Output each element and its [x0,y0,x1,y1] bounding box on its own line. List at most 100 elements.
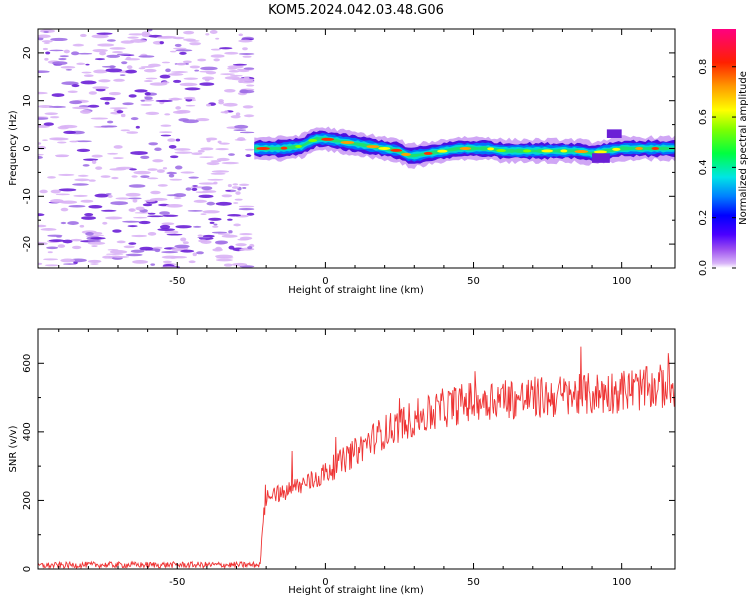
noise-blob [119,74,126,77]
noise-blob [128,197,142,200]
noise-blob [154,248,161,253]
noise-blob [47,176,56,179]
noise-blob [169,50,177,53]
noise-blob [85,63,90,66]
noise-blob [227,218,233,221]
noise-blob [150,190,161,195]
noise-blob [166,233,183,236]
noise-blob [70,238,83,242]
noise-blob [38,145,47,150]
noise-blob [139,246,154,251]
noise-blob [193,225,202,228]
noise-blob [47,234,63,237]
noise-blob [237,238,249,241]
noise-blob [113,78,125,82]
noise-blob [239,79,255,84]
noise-blob [43,258,59,261]
noise-blob [212,248,223,252]
noise-blob [134,89,148,93]
noise-blob [140,175,150,179]
noise-blob [197,236,211,239]
noise-blob [173,148,191,151]
noise-blob [116,240,126,244]
noise-blob [97,43,115,47]
noise-blob [91,160,97,165]
noise-blob [216,157,230,162]
noise-blob [185,187,192,191]
spectrogram-marks [38,29,675,268]
noise-blob [42,47,48,51]
noise-blob [59,55,69,58]
noise-blob [55,193,70,196]
noise-blob [183,77,199,80]
noise-blob [179,82,198,87]
noise-blob [202,76,215,81]
noise-blob [209,221,215,224]
noise-blob [108,91,122,96]
noise-blob [128,208,135,212]
noise-blob [55,155,69,158]
noise-blob [230,74,243,77]
spectrogram-ticks: -50 0 50 100 -20 -10 0 10 20 [22,28,675,287]
signal-hotspot [340,140,355,144]
noise-blob [161,61,171,64]
noise-blob [210,172,226,175]
noise-blob [212,225,219,228]
noise-blob [107,152,119,155]
noise-blob [180,237,187,242]
noise-blob [38,213,45,217]
noise-blob [207,178,224,181]
noise-blob [87,104,100,108]
noise-blob [109,250,128,254]
noise-blob [49,49,64,52]
noise-blob [132,199,138,203]
colorbar-tick-label: 0.6 [698,109,709,125]
noise-blob [147,177,159,180]
noise-blob [169,155,179,159]
noise-blob [53,137,69,141]
noise-blob [196,251,204,255]
noise-blob [80,199,94,203]
noise-blob [147,212,156,215]
noise-blob [188,260,196,264]
noise-blob [234,198,243,201]
noise-blob [192,252,197,257]
noise-blob [147,215,164,218]
noise-blob [147,231,157,236]
noise-blob [165,68,171,73]
noise-blob [77,52,93,55]
noise-blob [234,124,249,129]
noise-blob [146,29,153,32]
noise-blob [232,183,239,186]
noise-blob [221,234,238,238]
noise-blob [135,206,145,211]
noise-blob [235,112,241,116]
noise-blob [69,140,79,143]
noise-blob [67,221,79,225]
noise-blob [44,57,49,61]
noise-blob [90,237,106,240]
noise-blob [149,197,168,201]
noise-blob [38,117,49,120]
noise-blob [100,209,117,212]
noise-blob [242,105,254,109]
noise-blob [52,61,68,66]
noise-blob [125,192,141,197]
noise-blob [182,241,189,245]
noise-blob [90,263,99,265]
noise-blob [88,179,96,182]
noise-blob [216,256,234,259]
noise-blob [162,167,168,170]
noise-blob [159,131,173,134]
noise-blob [125,253,143,257]
noise-blob [42,139,48,142]
noise-blob [197,58,207,62]
noise-blob [182,119,199,124]
noise-blob [115,197,130,200]
noise-blob [238,33,243,37]
noise-blob [174,151,193,154]
signal-hotspot [496,149,506,153]
noise-blob [243,76,250,80]
colorbar: 0.0 0.2 0.4 0.6 0.8 Normalized spectral ampl… [698,29,749,276]
spectrogram-y-tick-label: 0 [22,145,33,151]
